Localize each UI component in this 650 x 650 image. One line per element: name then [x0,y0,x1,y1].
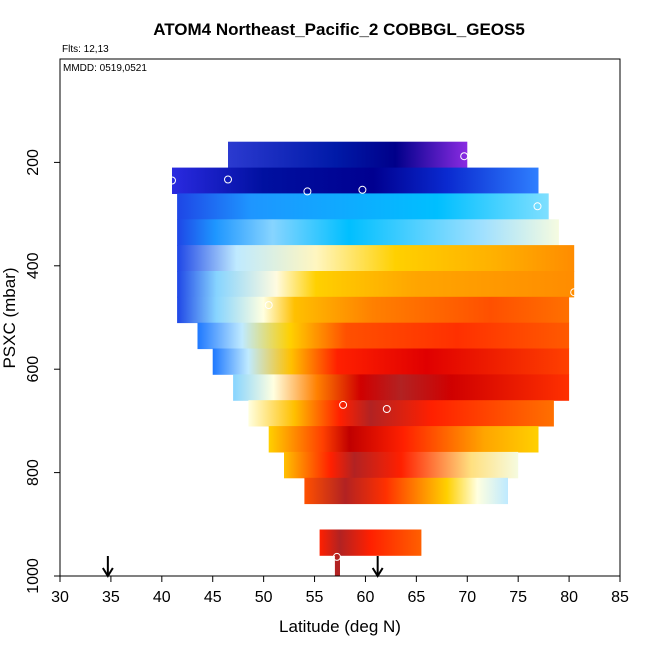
x-axis: 30 35 40 45 50 55 60 65 70 75 80 85 [51,576,629,606]
y-tick-label: 800 [25,459,42,486]
heatmap-row [228,141,468,168]
heatmap-row [248,400,554,427]
heatmap-row [284,451,519,479]
x-axis-label: Latitude (deg N) [279,617,401,636]
sample-point [533,202,542,211]
y-tick-label: 600 [25,356,42,383]
y-axis: 200 400 600 800 1000 [25,59,61,594]
heatmap-row [334,555,340,577]
heatmap-row [197,322,570,350]
sample-point [303,187,312,196]
sample-point [339,400,348,409]
heatmap-row [177,219,559,246]
sample-point [332,552,341,561]
chart-title: ATOM4 Northeast_Pacific_2 COBBGL_GEOS5 [153,20,525,39]
heatmap-row [268,426,539,453]
flight-arrow [102,556,114,578]
sample-point [382,405,391,413]
x-tick-label: 55 [306,589,324,606]
heatmap-rows [172,141,575,577]
heatmap-row [172,167,539,194]
plot-area [168,141,579,577]
x-tick-label: 50 [255,589,273,606]
sample-point [173,347,182,356]
heatmap-row [233,374,570,401]
x-tick-label: 85 [611,589,629,606]
sample-point [168,176,176,185]
x-tick-label: 45 [204,589,222,606]
x-tick-label: 75 [509,589,527,606]
heatmap-row [319,529,422,556]
flight-arrow [371,556,384,578]
x-tick-label: 30 [51,589,69,606]
date-annotation: MMDD: 0519,0521 [63,63,147,74]
x-tick-label: 35 [102,589,120,606]
x-tick-label: 65 [407,589,425,606]
x-tick-label: 70 [458,589,476,606]
heatmap-row [304,477,508,505]
y-tick-label: 400 [25,252,42,279]
sample-point [264,301,273,310]
flights-annotation: Flts: 12,13 [62,44,109,55]
heatmap-row [177,245,575,272]
y-tick-label: 200 [25,149,42,176]
sample-point [460,152,469,161]
heatmap-row [212,348,570,375]
heatmap-row [177,271,575,298]
heatmap-row [177,296,570,324]
sample-points [168,152,579,561]
sample-point [570,288,579,297]
flight-arrows [102,556,384,578]
x-tick-label: 60 [357,589,375,606]
y-axis-label: PSXC (mbar) [0,267,19,368]
sample-point [564,417,573,426]
heatmap-row [177,193,549,220]
x-tick-label: 80 [560,589,578,606]
y-tick-label: 1000 [25,558,42,594]
sample-point [224,175,232,184]
sample-point [358,185,367,194]
x-tick-label: 40 [153,589,171,606]
